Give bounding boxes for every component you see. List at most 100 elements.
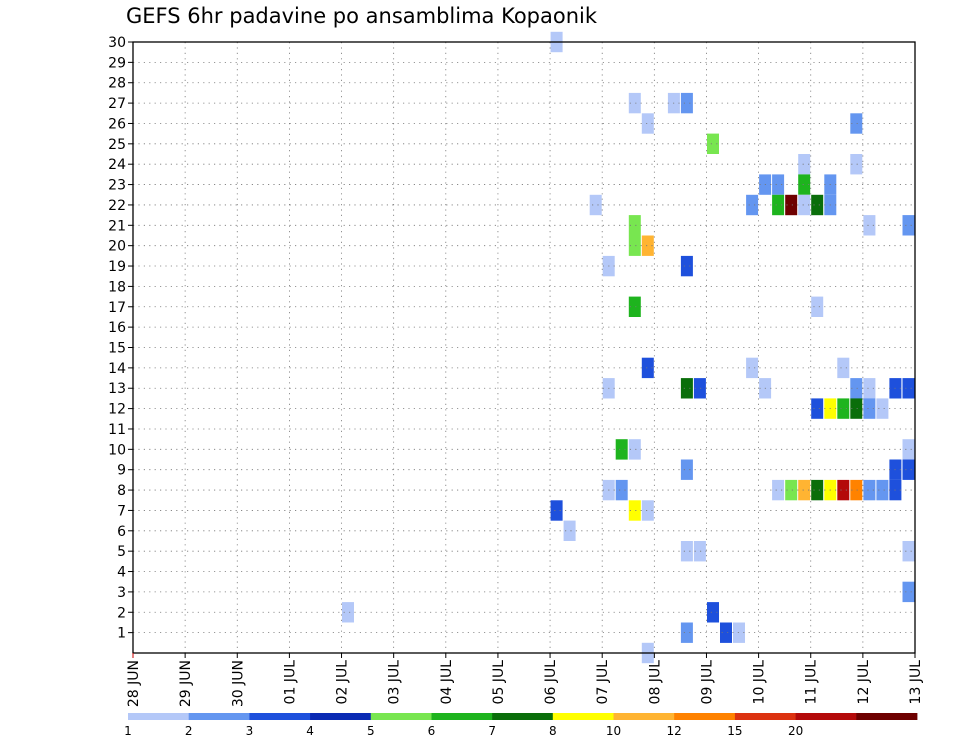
heatmap-cell (746, 357, 759, 379)
heatmap-cell (693, 378, 706, 399)
grid-lines (133, 41, 916, 653)
colorbar-swatch (552, 713, 614, 720)
y-tick-label: 11 (108, 422, 126, 438)
colorbar: 1 2 3 4 5 6 7 8 10 12 15 20 (124, 713, 918, 738)
colorbar-label: 15 (727, 724, 742, 738)
colorbar-swatch (431, 713, 493, 720)
heatmap-cell (902, 541, 915, 562)
y-tick-label: 7 (117, 503, 126, 519)
heatmap-cell (641, 113, 654, 134)
y-tick-label: 14 (108, 361, 126, 377)
y-axis: 1234567891011121314151617181920212223242… (108, 35, 133, 642)
y-tick-label: 10 (108, 442, 126, 458)
heatmap-cell (615, 439, 628, 460)
y-tick-label: 30 (108, 35, 126, 51)
heatmap-cell (798, 194, 811, 216)
x-tick-label: 09 JUL (700, 660, 716, 705)
heatmap-cell (680, 541, 693, 562)
heatmap-cell (785, 194, 798, 216)
y-tick-label: 20 (108, 239, 126, 255)
y-tick-label: 15 (108, 341, 126, 357)
heatmap-cell (641, 235, 654, 256)
heatmap-cell (876, 479, 889, 501)
x-tick-label: 10 JUL (752, 660, 768, 705)
heatmap-cell (693, 541, 706, 562)
x-tick-label: 01 JUL (282, 660, 298, 705)
x-tick-label: 08 JUL (647, 660, 663, 705)
heatmap-cell (615, 479, 628, 501)
heatmap-cell (798, 154, 811, 175)
y-tick-label: 27 (108, 96, 126, 112)
y-tick-label: 12 (108, 402, 126, 418)
heatmap-cell (811, 296, 824, 317)
colorbar-swatch (734, 713, 796, 720)
colorbar-label: 3 (246, 724, 254, 738)
heatmap-cell (550, 500, 563, 521)
x-tick-label: 13 JUL (908, 660, 924, 705)
heatmap-cell (863, 378, 876, 399)
heatmap-cell (680, 92, 693, 114)
heatmap-cell (850, 479, 863, 501)
colorbar-swatch (795, 713, 857, 720)
heatmap-cell (707, 602, 719, 623)
heatmap-cell (628, 439, 641, 460)
colorbar-label: 2 (185, 724, 193, 738)
heatmap-cell (902, 581, 915, 603)
heatmap-cell (811, 194, 824, 216)
y-tick-label: 18 (108, 279, 126, 295)
heatmap-cell (641, 500, 654, 521)
y-tick-label: 22 (108, 198, 126, 214)
x-tick-label: 29 JUN (178, 660, 194, 707)
colorbar-label: 1 (124, 724, 132, 738)
heatmap-cell (811, 479, 824, 501)
x-tick-label: 28 JUN (126, 660, 142, 707)
heatmap-cell (798, 479, 811, 501)
y-tick-label: 17 (108, 300, 126, 316)
heatmap-cell (837, 357, 850, 379)
x-tick-label: 06 JUL (543, 660, 559, 705)
y-tick-label: 8 (117, 483, 126, 499)
heatmap-cell (850, 398, 863, 419)
heatmap-cells (342, 31, 915, 664)
colorbar-label: 12 (667, 724, 682, 738)
x-tick-label: 03 JUL (387, 660, 403, 705)
heatmap-cell (837, 479, 850, 501)
heatmap-cell (902, 215, 915, 236)
y-tick-label: 29 (108, 55, 126, 71)
x-tick-label: 05 JUL (491, 660, 507, 705)
heatmap-cell (342, 602, 354, 623)
y-tick-label: 1 (117, 626, 126, 642)
x-tick-label: 07 JUL (595, 660, 611, 705)
heatmap-cell (902, 378, 915, 399)
heatmap-cell (641, 357, 654, 379)
colorbar-swatch (310, 713, 372, 720)
x-tick-label: 11 JUL (804, 660, 820, 705)
y-tick-label: 25 (108, 137, 126, 153)
y-tick-label: 13 (108, 381, 126, 397)
heatmap-cell (850, 154, 863, 175)
colorbar-label: 4 (306, 724, 314, 738)
colorbar-swatch (128, 713, 190, 720)
heatmap-cell (680, 255, 693, 277)
heatmap-cell (628, 215, 641, 236)
x-tick-label: 02 JUL (335, 660, 351, 705)
heatmap-cell (772, 194, 785, 216)
heatmap-cell (680, 622, 693, 643)
y-tick-label: 21 (108, 218, 126, 234)
y-tick-label: 6 (117, 524, 126, 540)
heatmap-cell (720, 622, 732, 643)
y-tick-label: 3 (117, 585, 126, 601)
y-tick-label: 26 (108, 116, 126, 132)
heatmap-cell (902, 459, 915, 480)
colorbar-swatch (492, 713, 554, 720)
heatmap-cell (850, 113, 863, 134)
y-tick-label: 16 (108, 320, 126, 336)
colorbar-swatch (613, 713, 675, 720)
y-tick-label: 5 (117, 544, 126, 560)
y-tick-label: 24 (108, 157, 126, 173)
heatmap-cell (628, 296, 641, 317)
x-tick-label: 04 JUL (439, 660, 455, 705)
y-tick-label: 23 (108, 178, 126, 194)
heatmap-cell (628, 92, 641, 114)
colorbar-swatch (856, 713, 918, 720)
